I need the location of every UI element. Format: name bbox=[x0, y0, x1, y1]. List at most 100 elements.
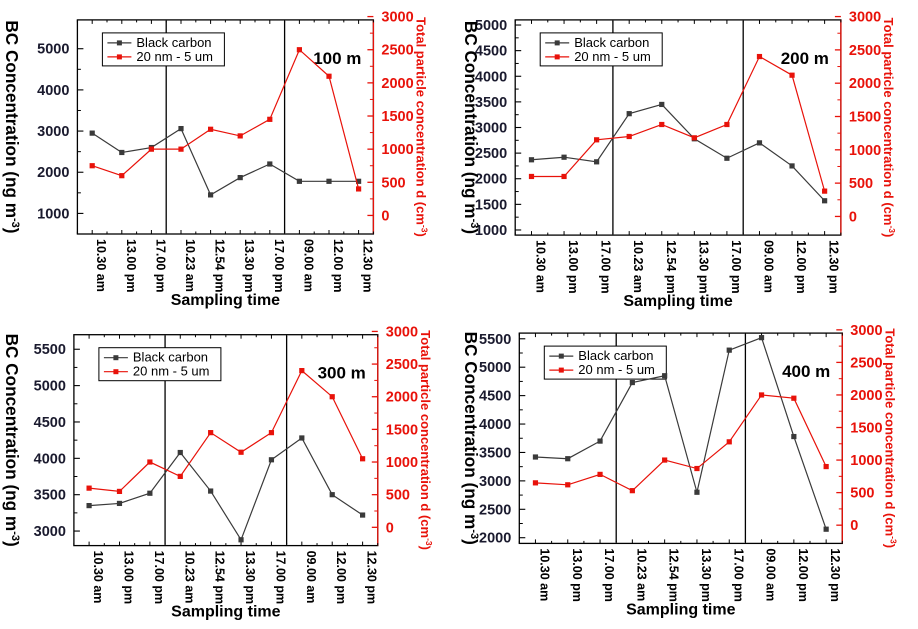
svg-text:5500: 5500 bbox=[34, 342, 66, 358]
svg-text:17.00 pm: 17.00 pm bbox=[599, 240, 613, 294]
svg-text:09.00 am: 09.00 am bbox=[764, 548, 778, 601]
svg-text:10.30 am: 10.30 am bbox=[94, 239, 108, 292]
svg-text:12.54 pm: 12.54 pm bbox=[213, 239, 227, 293]
svg-text:13.30 pm: 13.30 pm bbox=[242, 239, 256, 293]
svg-text:10.23 am: 10.23 am bbox=[182, 551, 196, 604]
svg-text:3000: 3000 bbox=[479, 474, 511, 490]
svg-text:17.00 pm: 17.00 pm bbox=[731, 548, 745, 602]
svg-text:10.30 am: 10.30 am bbox=[537, 548, 551, 601]
svg-text:12.30 pm: 12.30 pm bbox=[361, 239, 375, 293]
svg-text:20 nm - 5 um: 20 nm - 5 um bbox=[578, 362, 655, 377]
svg-text:12.54 pm: 12.54 pm bbox=[667, 548, 681, 602]
svg-text:500: 500 bbox=[386, 488, 410, 504]
svg-text:10.30 am: 10.30 am bbox=[91, 551, 105, 604]
svg-text:12.00 pm: 12.00 pm bbox=[331, 239, 345, 293]
svg-text:13.00 pm: 13.00 pm bbox=[124, 239, 138, 293]
svg-text:BC Concentration (ng m-3): BC Concentration (ng m-3) bbox=[2, 334, 22, 547]
svg-text:1500: 1500 bbox=[850, 421, 882, 437]
svg-text:20 nm - 5 um: 20 nm - 5 um bbox=[133, 364, 210, 379]
svg-text:4000: 4000 bbox=[37, 83, 69, 99]
svg-text:3500: 3500 bbox=[479, 445, 511, 461]
svg-text:17.00 pm: 17.00 pm bbox=[272, 239, 286, 293]
svg-text:0: 0 bbox=[381, 208, 389, 224]
svg-text:13.00 pm: 13.00 pm bbox=[570, 548, 584, 602]
svg-text:10.23 am: 10.23 am bbox=[183, 239, 197, 292]
svg-text:2000: 2000 bbox=[37, 165, 69, 181]
svg-text:4000: 4000 bbox=[34, 451, 66, 467]
svg-text:12.00 pm: 12.00 pm bbox=[334, 551, 348, 605]
svg-text:2500: 2500 bbox=[850, 355, 882, 371]
svg-text:Total particle concentration d: Total particle concentration d (cm-3) bbox=[882, 328, 898, 548]
svg-text:5000: 5000 bbox=[479, 360, 511, 376]
svg-text:BC Concentration (ng m-3): BC Concentration (ng m-3) bbox=[461, 332, 481, 545]
svg-text:Black carbon: Black carbon bbox=[574, 35, 649, 50]
svg-text:09.00 am: 09.00 am bbox=[304, 551, 318, 604]
svg-text:3500: 3500 bbox=[34, 488, 66, 504]
svg-text:17.00 pm: 17.00 pm bbox=[152, 551, 166, 605]
svg-text:Sampling time: Sampling time bbox=[623, 293, 732, 310]
svg-text:2500: 2500 bbox=[479, 502, 511, 518]
svg-text:1500: 1500 bbox=[381, 109, 413, 125]
svg-text:Black carbon: Black carbon bbox=[578, 348, 653, 363]
svg-text:17.00 pm: 17.00 pm bbox=[273, 551, 287, 605]
svg-text:2000: 2000 bbox=[381, 76, 413, 92]
svg-text:12.54 pm: 12.54 pm bbox=[213, 551, 227, 605]
svg-text:10.23 am: 10.23 am bbox=[634, 548, 648, 601]
svg-text:4500: 4500 bbox=[34, 415, 66, 431]
svg-text:1000: 1000 bbox=[386, 455, 418, 471]
svg-text:400 m: 400 m bbox=[782, 362, 830, 381]
svg-text:13.30 pm: 13.30 pm bbox=[243, 551, 257, 605]
svg-text:1000: 1000 bbox=[37, 206, 69, 222]
svg-text:3000: 3000 bbox=[34, 524, 66, 540]
svg-text:2000: 2000 bbox=[849, 76, 881, 92]
svg-text:500: 500 bbox=[850, 486, 874, 502]
svg-text:0: 0 bbox=[850, 518, 858, 534]
svg-text:200 m: 200 m bbox=[781, 49, 829, 68]
svg-text:09.00 am: 09.00 am bbox=[301, 239, 315, 292]
svg-text:Black carbon: Black carbon bbox=[133, 350, 208, 365]
svg-text:4500: 4500 bbox=[479, 389, 511, 405]
svg-text:17.00 pm: 17.00 pm bbox=[153, 239, 167, 293]
svg-text:12.54 pm: 12.54 pm bbox=[664, 240, 678, 294]
svg-text:500: 500 bbox=[381, 175, 405, 191]
svg-text:Total particle concentration d: Total particle concentration d (cm-3) bbox=[881, 18, 897, 238]
svg-text:12.30 pm: 12.30 pm bbox=[827, 240, 841, 294]
svg-text:1500: 1500 bbox=[386, 422, 418, 438]
svg-text:17.00 pm: 17.00 pm bbox=[602, 548, 616, 602]
svg-text:3000: 3000 bbox=[849, 10, 881, 26]
svg-text:2000: 2000 bbox=[479, 531, 511, 547]
svg-text:20 nm - 5 um: 20 nm - 5 um bbox=[136, 49, 213, 64]
svg-text:2500: 2500 bbox=[386, 357, 418, 373]
svg-text:0: 0 bbox=[849, 209, 857, 225]
svg-text:10.30 am: 10.30 am bbox=[533, 240, 547, 293]
svg-text:5500: 5500 bbox=[479, 332, 511, 348]
svg-text:Sampling time: Sampling time bbox=[171, 604, 280, 621]
svg-text:2000: 2000 bbox=[386, 390, 418, 406]
svg-text:12.00 pm: 12.00 pm bbox=[796, 548, 810, 602]
svg-text:09.00 am: 09.00 am bbox=[761, 240, 775, 293]
svg-text:Black carbon: Black carbon bbox=[136, 35, 211, 50]
svg-text:1000: 1000 bbox=[381, 142, 413, 158]
svg-text:3000: 3000 bbox=[37, 124, 69, 140]
svg-text:10.23 am: 10.23 am bbox=[631, 240, 645, 293]
svg-text:12.30 pm: 12.30 pm bbox=[365, 551, 379, 605]
svg-text:Sampling time: Sampling time bbox=[171, 292, 280, 309]
svg-text:17.00 pm: 17.00 pm bbox=[729, 240, 743, 294]
svg-text:12.00 pm: 12.00 pm bbox=[794, 240, 808, 294]
svg-text:BC Concentration (ng m-3): BC Concentration (ng m-3) bbox=[2, 20, 22, 233]
svg-text:20 nm - 5 um: 20 nm - 5 um bbox=[574, 49, 651, 64]
svg-text:3000: 3000 bbox=[850, 323, 882, 339]
svg-text:1500: 1500 bbox=[849, 110, 881, 126]
svg-text:Sampling time: Sampling time bbox=[626, 601, 735, 618]
svg-text:2500: 2500 bbox=[381, 43, 413, 59]
svg-text:1000: 1000 bbox=[850, 453, 882, 469]
svg-text:0: 0 bbox=[386, 520, 394, 536]
svg-text:3000: 3000 bbox=[386, 324, 418, 340]
svg-text:BC Concentration (ng m-3): BC Concentration (ng m-3) bbox=[461, 21, 481, 234]
svg-text:13.30 pm: 13.30 pm bbox=[696, 240, 710, 294]
svg-text:3000: 3000 bbox=[381, 10, 413, 26]
svg-text:1000: 1000 bbox=[849, 143, 881, 159]
svg-text:Total particle concentration d: Total particle concentration d (cm-3) bbox=[418, 330, 434, 550]
svg-text:13.00 pm: 13.00 pm bbox=[566, 240, 580, 294]
svg-text:5000: 5000 bbox=[37, 42, 69, 58]
